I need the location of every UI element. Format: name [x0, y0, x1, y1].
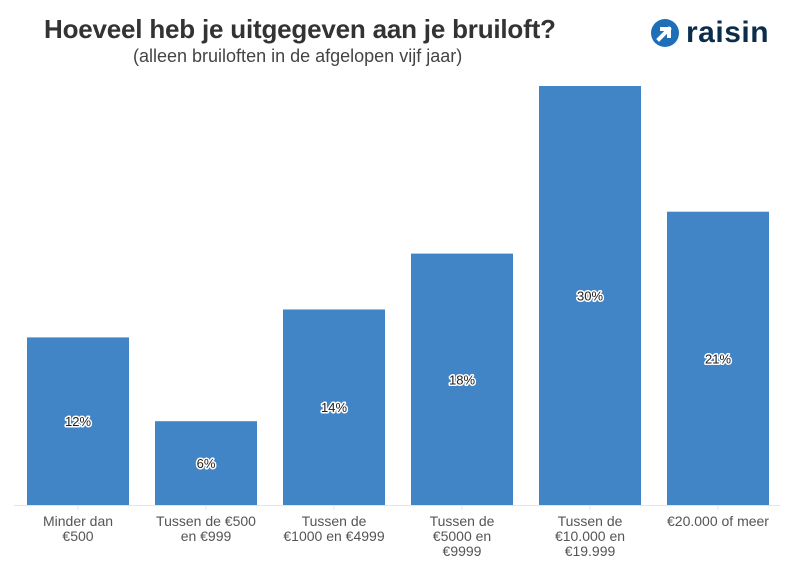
- data-label: 30%: [577, 289, 603, 304]
- chart-title: Hoeveel heb je uitgegeven aan je bruilof…: [44, 14, 556, 44]
- data-label: 12%: [65, 414, 91, 429]
- logo-text: raisin: [686, 16, 770, 49]
- data-label: 6%: [197, 456, 216, 471]
- x-tick-label: Tussen de €1000 en €4999: [283, 513, 385, 544]
- bar: [27, 337, 129, 505]
- bar: [539, 86, 641, 505]
- raisin-logo: raisin: [650, 16, 769, 50]
- chart-subtitle: (alleen bruiloften in de afgelopen vijf …: [133, 46, 463, 66]
- arrow-up-right-circle-icon: [651, 19, 679, 47]
- data-label: 18%: [449, 372, 475, 387]
- bar: [283, 309, 385, 505]
- x-tick-label: Tussen de €10.000 en €19.999: [554, 513, 626, 559]
- bar: [155, 421, 257, 505]
- data-label: 21%: [705, 351, 731, 366]
- bar: [667, 211, 769, 505]
- x-tick-label: Minder dan €500: [42, 513, 114, 544]
- data-label: 14%: [321, 400, 347, 415]
- x-tick-label: €20.000 of meer: [667, 513, 769, 529]
- bar: [411, 253, 513, 505]
- x-tick-label: Tussen de €500 en €999: [156, 513, 256, 544]
- x-tick-label: Tussen de €5000 en €9999: [429, 513, 495, 559]
